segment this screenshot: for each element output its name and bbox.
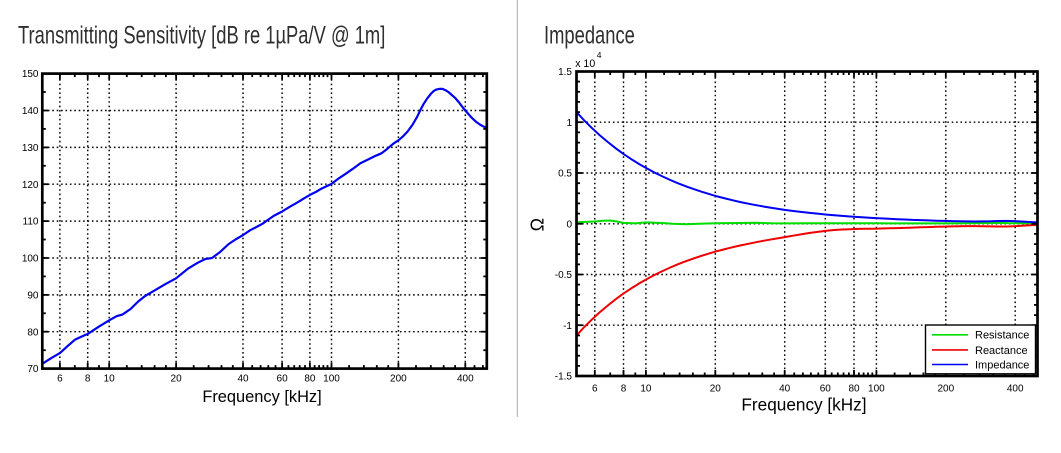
svg-text:70: 70 [27, 364, 39, 375]
svg-text:0: 0 [566, 219, 572, 230]
svg-text:20: 20 [171, 373, 183, 384]
svg-text:130: 130 [22, 143, 39, 154]
svg-text:Reactance: Reactance [975, 345, 1028, 357]
svg-text:Frequency [kHz]: Frequency [kHz] [202, 388, 321, 406]
svg-text:Ω: Ω [528, 218, 548, 231]
svg-text:90: 90 [27, 291, 39, 302]
svg-text:8: 8 [85, 373, 91, 384]
svg-text:110: 110 [23, 217, 39, 228]
svg-text:0.5: 0.5 [558, 169, 572, 180]
svg-text:60: 60 [820, 383, 832, 394]
svg-text:x 10: x 10 [575, 58, 595, 70]
svg-text:100: 100 [22, 254, 39, 265]
svg-text:Transmitting Sensitivity [dB r: Transmitting Sensitivity [dB re 1µPa/V @… [18, 21, 385, 49]
svg-text:Resistance: Resistance [975, 330, 1029, 342]
svg-text:40: 40 [237, 373, 249, 384]
svg-text:-1: -1 [563, 321, 572, 332]
svg-text:60: 60 [277, 373, 289, 384]
svg-text:150: 150 [22, 69, 39, 80]
svg-text:80: 80 [304, 373, 316, 384]
svg-text:1.5: 1.5 [558, 67, 572, 78]
svg-text:100: 100 [868, 383, 885, 394]
svg-text:400: 400 [1007, 383, 1024, 394]
svg-text:Impedance: Impedance [975, 359, 1029, 371]
svg-text:120: 120 [22, 180, 39, 191]
svg-text:-1.5: -1.5 [555, 372, 573, 383]
svg-text:6: 6 [592, 383, 598, 394]
svg-text:40: 40 [779, 383, 791, 394]
svg-text:1: 1 [566, 118, 572, 129]
svg-text:Impedance: Impedance [544, 21, 635, 49]
svg-text:10: 10 [640, 383, 652, 394]
svg-text:8: 8 [621, 383, 627, 394]
svg-text:10: 10 [104, 373, 116, 384]
svg-text:100: 100 [323, 373, 340, 384]
svg-text:-0.5: -0.5 [555, 270, 573, 281]
svg-text:20: 20 [710, 383, 722, 394]
svg-text:200: 200 [937, 383, 954, 394]
svg-text:400: 400 [457, 373, 474, 384]
svg-text:6: 6 [57, 373, 63, 384]
svg-text:200: 200 [390, 373, 407, 384]
svg-text:Frequency [kHz]: Frequency [kHz] [741, 395, 866, 415]
svg-text:80: 80 [27, 327, 39, 338]
svg-text:4: 4 [597, 50, 602, 60]
svg-text:80: 80 [848, 383, 860, 394]
svg-text:140: 140 [22, 106, 39, 117]
